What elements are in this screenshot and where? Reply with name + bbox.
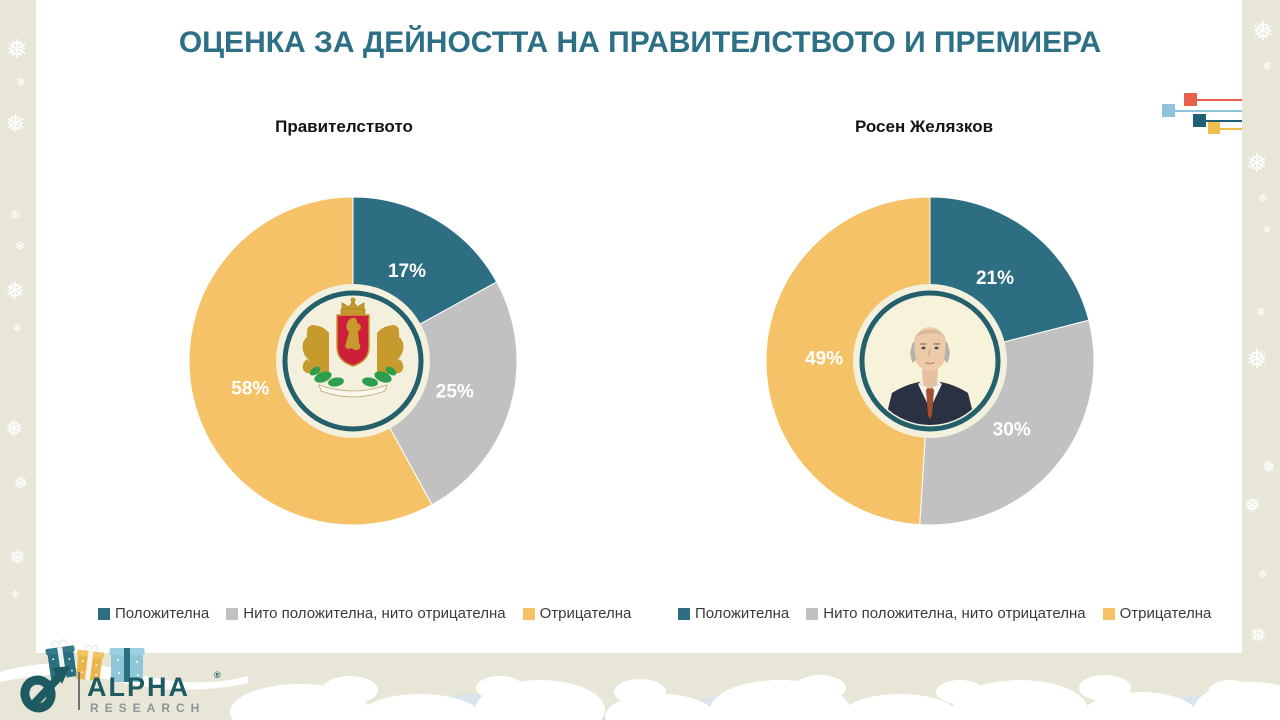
rosen-zhelyazkov-portrait — [866, 297, 994, 425]
pie-value-label: 21% — [976, 268, 1014, 289]
snowflake-icon — [5, 418, 23, 440]
snowflake-icon — [1258, 192, 1268, 204]
snowflake-icon — [5, 112, 26, 137]
pie-slice — [765, 196, 931, 526]
alpha-research-logo: ALPHA ® RESEARCH — [20, 666, 221, 715]
pie-value-label: 17% — [388, 261, 426, 282]
legend-item-positive: Положителна — [678, 605, 789, 622]
gift-boxes — [45, 639, 145, 682]
bulgaria-coat-of-arms — [289, 297, 417, 425]
legend-item-neutral: Нито положителна, нито отрицателна — [806, 605, 1086, 622]
snowflake-icon — [6, 36, 28, 62]
pie-value-labels: 17% 25% 58% — [231, 261, 474, 403]
gift-icon — [109, 640, 145, 682]
donut-ring — [859, 290, 1001, 432]
legend-swatch-negative — [522, 607, 535, 620]
legend-item-negative: Отрицателна — [1102, 605, 1212, 622]
pie-value-label: 30% — [993, 420, 1031, 441]
deco-line-dark-teal — [1205, 120, 1242, 122]
left-decorative-strip — [0, 0, 36, 720]
snowflake-icon — [1256, 306, 1266, 318]
legend-premier: Положителна Нито положителна, нито отриц… — [678, 605, 1211, 622]
deco-line-red — [1196, 99, 1242, 101]
legend-label: Нито положителна, нито отрицателна — [243, 605, 506, 622]
snowflake-icon — [1244, 496, 1261, 516]
legend-item-positive: Положителна — [98, 605, 209, 622]
chart-title-premier: Росен Желязков — [854, 117, 994, 136]
registered-mark: ® — [214, 670, 221, 680]
snow-band — [0, 653, 1280, 720]
legend-swatch-positive — [678, 607, 690, 620]
logo-text: ALPHA — [87, 672, 190, 702]
snowflake-icon — [11, 590, 20, 601]
pie-value-label: 58% — [231, 378, 269, 399]
legend-swatch-neutral — [226, 607, 239, 620]
snowflake-icon — [10, 208, 21, 221]
legend-government: Положителна Нито положителна, нито отриц… — [98, 605, 631, 622]
logo-subtext: RESEARCH — [90, 701, 205, 715]
snowflake-icon — [12, 322, 22, 334]
legend-swatch-neutral — [806, 607, 819, 620]
pie-value-labels: 21% 30% 49% — [805, 268, 1031, 440]
page-title: ОЦЕНКА ЗА ДЕЙНОСТТА НА ПРАВИТЕЛСТВОТО И … — [178, 26, 1102, 59]
snowflake-icon — [1246, 346, 1268, 372]
logo-mark — [20, 666, 70, 713]
legend-label: Нито положителна, нито отрицателна — [823, 605, 1086, 622]
deco-square-yellow — [1208, 122, 1220, 134]
pie-value-label: 25% — [436, 382, 474, 403]
legend-swatch-negative — [1102, 607, 1115, 620]
pie-value-label: 49% — [805, 349, 843, 370]
legend-label: Отрицателна — [1119, 605, 1212, 622]
pie-chart-premier: 21% 30% 49% — [765, 196, 1095, 526]
donut-ring — [282, 290, 424, 432]
deco-square-light-blue — [1162, 104, 1175, 117]
pie-chart-government: 17% 25% 58% — [188, 196, 518, 526]
logo-divider — [78, 672, 80, 710]
snowflake-icon — [5, 280, 25, 304]
snowflake-icon — [9, 548, 26, 568]
legend-swatch-positive — [98, 607, 110, 620]
legend-item-negative: Отрицателна — [522, 605, 632, 622]
deco-square-dark-teal — [1193, 114, 1206, 127]
snowflake-icon — [16, 76, 26, 88]
legend-label: Положителна — [695, 605, 790, 622]
snowflake-icon — [1258, 570, 1267, 581]
deco-square-red — [1184, 93, 1197, 106]
snowflake-icon — [1246, 150, 1268, 176]
legend-item-neutral: Нито положителна, нито отрицателна — [226, 605, 506, 622]
snowflake-icon — [1262, 460, 1275, 476]
snowflake-icon — [15, 240, 25, 252]
snowflake-icon — [1252, 18, 1274, 44]
snowflake-icon — [1263, 226, 1271, 236]
snowflake-icon — [1262, 60, 1272, 72]
chart-title-government: Правителството — [275, 117, 413, 136]
right-decorative-strip — [1242, 0, 1280, 720]
deco-line-yellow — [1220, 128, 1242, 130]
legend-label: Положителна — [115, 605, 210, 622]
gift-icon — [75, 644, 105, 682]
snowflake-icon — [13, 474, 28, 492]
legend-label: Отрицателна — [539, 605, 632, 622]
deco-line-light-blue — [1174, 110, 1242, 112]
pie-slice — [352, 281, 518, 506]
